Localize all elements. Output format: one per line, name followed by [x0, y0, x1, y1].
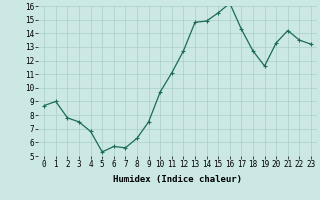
X-axis label: Humidex (Indice chaleur): Humidex (Indice chaleur)	[113, 175, 242, 184]
